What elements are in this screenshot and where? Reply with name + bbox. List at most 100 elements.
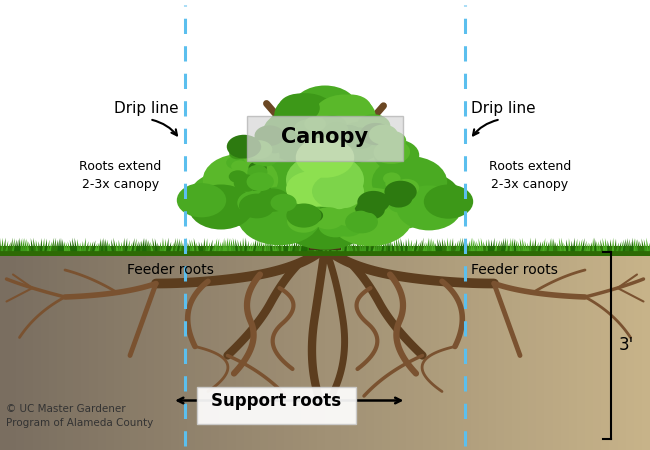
- Bar: [577, 250, 585, 450]
- Circle shape: [266, 142, 283, 153]
- Polygon shape: [49, 241, 52, 251]
- Polygon shape: [369, 238, 371, 251]
- Polygon shape: [515, 239, 519, 251]
- Bar: [25, 250, 32, 450]
- Bar: [285, 250, 292, 450]
- Circle shape: [328, 188, 413, 246]
- Polygon shape: [458, 238, 461, 251]
- Circle shape: [393, 179, 419, 197]
- Polygon shape: [38, 241, 40, 251]
- Polygon shape: [255, 238, 259, 251]
- Bar: [536, 250, 545, 450]
- Polygon shape: [561, 238, 564, 251]
- Polygon shape: [355, 243, 358, 251]
- Polygon shape: [276, 241, 280, 251]
- Polygon shape: [272, 243, 275, 251]
- Polygon shape: [315, 238, 318, 251]
- Polygon shape: [573, 238, 575, 251]
- Circle shape: [274, 93, 337, 136]
- Circle shape: [317, 118, 335, 130]
- Text: Roots extend
2-3x canopy: Roots extend 2-3x canopy: [79, 160, 161, 191]
- Circle shape: [384, 181, 417, 203]
- Polygon shape: [553, 238, 556, 251]
- Polygon shape: [1, 238, 3, 251]
- Circle shape: [307, 108, 388, 164]
- Polygon shape: [332, 240, 334, 251]
- Polygon shape: [229, 238, 232, 251]
- Circle shape: [325, 122, 348, 138]
- Bar: [569, 250, 577, 450]
- Bar: [398, 250, 406, 450]
- Polygon shape: [55, 239, 58, 251]
- Polygon shape: [162, 238, 164, 251]
- Polygon shape: [579, 238, 582, 251]
- Polygon shape: [529, 238, 532, 251]
- Circle shape: [384, 172, 462, 226]
- Bar: [252, 250, 260, 450]
- Polygon shape: [244, 238, 247, 251]
- Circle shape: [348, 162, 445, 230]
- Polygon shape: [157, 242, 160, 251]
- Circle shape: [312, 173, 364, 209]
- Circle shape: [337, 125, 361, 142]
- Polygon shape: [364, 239, 367, 251]
- Polygon shape: [311, 241, 315, 251]
- Circle shape: [302, 158, 419, 239]
- Polygon shape: [283, 241, 286, 251]
- Circle shape: [224, 142, 315, 205]
- Bar: [495, 250, 504, 450]
- Circle shape: [345, 211, 378, 234]
- Polygon shape: [594, 238, 597, 251]
- Bar: [98, 250, 105, 450]
- Polygon shape: [322, 241, 325, 251]
- Polygon shape: [503, 238, 506, 251]
- Bar: [49, 250, 57, 450]
- Polygon shape: [218, 242, 221, 251]
- Polygon shape: [12, 238, 15, 251]
- Bar: [610, 250, 617, 450]
- Circle shape: [248, 165, 268, 179]
- Polygon shape: [447, 238, 449, 251]
- Circle shape: [231, 155, 348, 236]
- Bar: [504, 250, 512, 450]
- Polygon shape: [649, 243, 650, 251]
- Polygon shape: [370, 243, 373, 251]
- Polygon shape: [294, 238, 298, 251]
- Polygon shape: [299, 239, 302, 251]
- Circle shape: [309, 124, 328, 137]
- Polygon shape: [442, 238, 445, 251]
- Polygon shape: [410, 240, 412, 251]
- Polygon shape: [129, 242, 132, 251]
- Polygon shape: [235, 238, 239, 251]
- Polygon shape: [136, 241, 138, 251]
- Bar: [480, 250, 488, 450]
- Polygon shape: [394, 239, 397, 251]
- Circle shape: [245, 140, 272, 159]
- Polygon shape: [320, 238, 323, 251]
- Polygon shape: [220, 242, 223, 251]
- Bar: [642, 250, 650, 450]
- Bar: [227, 250, 235, 450]
- Circle shape: [229, 148, 246, 159]
- Polygon shape: [83, 238, 86, 251]
- Circle shape: [237, 187, 322, 245]
- Polygon shape: [99, 238, 101, 251]
- Bar: [155, 250, 162, 450]
- Polygon shape: [607, 240, 610, 251]
- Polygon shape: [636, 239, 638, 251]
- Polygon shape: [47, 240, 49, 251]
- Bar: [374, 250, 382, 450]
- Bar: [105, 250, 114, 450]
- Polygon shape: [92, 240, 96, 251]
- Polygon shape: [542, 238, 545, 251]
- Polygon shape: [346, 239, 349, 251]
- Polygon shape: [473, 238, 475, 251]
- Circle shape: [203, 154, 278, 206]
- Bar: [488, 250, 495, 450]
- Polygon shape: [555, 242, 558, 251]
- Circle shape: [332, 214, 364, 237]
- Polygon shape: [44, 238, 47, 251]
- Polygon shape: [118, 240, 121, 251]
- Circle shape: [344, 127, 375, 149]
- Text: Feeder roots: Feeder roots: [127, 263, 214, 277]
